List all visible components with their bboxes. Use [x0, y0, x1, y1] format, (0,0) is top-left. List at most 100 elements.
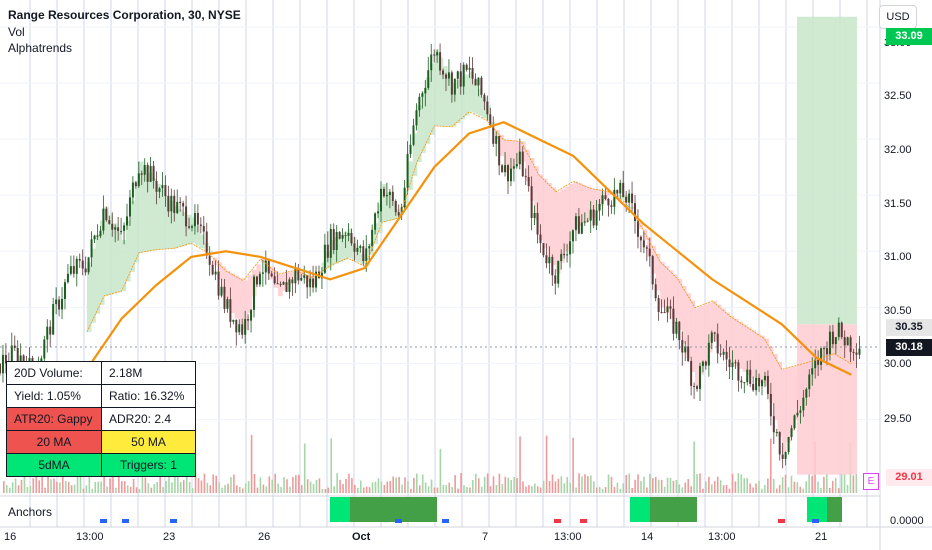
candle-body	[22, 355, 25, 364]
volume-bar	[796, 482, 799, 493]
volume-bar	[265, 486, 268, 493]
volume-bar	[330, 438, 333, 493]
volume-bar	[41, 476, 43, 493]
candle-body	[403, 187, 406, 208]
volume-bar	[480, 486, 483, 493]
volume-bar	[613, 487, 616, 493]
volume-bar	[569, 482, 571, 493]
volume-bar	[271, 479, 274, 493]
price-tick: 31.50	[884, 198, 912, 210]
candle-body	[323, 244, 326, 273]
volume-bar	[637, 474, 639, 493]
volume-bar	[746, 478, 748, 493]
candle-body	[480, 77, 483, 95]
trend-zone-slice	[199, 234, 205, 249]
volume-bar	[534, 483, 536, 493]
volume-bar	[150, 487, 153, 493]
trend-zone-slice	[668, 270, 674, 319]
candle-body	[483, 94, 486, 102]
candle-body	[374, 213, 377, 230]
candle-body	[377, 211, 380, 214]
trend-zone-slice	[508, 140, 513, 170]
volume-bar	[463, 485, 465, 493]
volume-bar	[292, 476, 294, 493]
adr-cell: ADR20: 2.4	[101, 407, 196, 431]
currency-button[interactable]: USD	[879, 5, 917, 29]
trend-zone-slice	[586, 186, 592, 221]
trend-zone-slice	[112, 223, 118, 294]
volume-bar	[180, 481, 182, 493]
candle-body	[297, 268, 300, 281]
candle-body	[533, 212, 536, 219]
ma20-status-cell: 20 MA	[6, 430, 102, 454]
indicator-vol-label[interactable]: Vol	[8, 25, 25, 39]
candle-body	[787, 437, 790, 453]
candle-body	[790, 428, 793, 438]
volume-bar	[182, 480, 185, 493]
volume-bar	[767, 478, 769, 493]
volume-bar	[262, 484, 265, 493]
anchor-block-edge	[807, 497, 827, 522]
volume-bar	[448, 482, 451, 493]
candle-body	[10, 345, 13, 364]
candle-body	[639, 236, 642, 241]
indicator-alphatrends-label[interactable]: Alphatrends	[8, 41, 73, 55]
last-price-label: 30.18	[886, 339, 932, 356]
trend-zone-slice	[564, 186, 570, 252]
volume-bar	[20, 480, 23, 493]
earnings-marker[interactable]: E	[863, 473, 879, 490]
anchors-pane-label[interactable]: Anchors	[8, 505, 53, 519]
candle-body	[253, 276, 256, 310]
candle-body	[539, 234, 542, 244]
volume-bar	[699, 473, 701, 493]
trend-zone-slice	[125, 220, 131, 282]
candle-body	[710, 332, 713, 343]
volume-bar	[118, 475, 120, 493]
volume-bar	[604, 487, 607, 493]
candle-body	[276, 283, 279, 285]
candle-body	[382, 188, 385, 197]
candle-body	[306, 275, 309, 288]
volume-bar	[823, 476, 825, 493]
candle-body	[678, 321, 681, 341]
volume-bar	[740, 474, 743, 493]
volume-bar	[442, 485, 445, 493]
candle-body	[619, 182, 622, 194]
volume-bar	[566, 476, 569, 493]
candle-body	[433, 54, 436, 56]
candle-body	[229, 299, 232, 322]
trend-zone-slice	[690, 300, 696, 372]
volume-bar	[820, 487, 822, 493]
volume-bar	[531, 486, 533, 493]
trend-zone-slice	[195, 226, 201, 246]
volume-bar	[646, 487, 648, 493]
trend-zone-slice	[104, 206, 109, 296]
candle-body	[155, 180, 158, 192]
trend-zone-slice	[121, 240, 127, 292]
volume-bar	[112, 475, 114, 493]
volume-bar	[519, 436, 521, 493]
candle-body	[182, 203, 185, 207]
symbol-title[interactable]: Range Resources Corporation, 30, NYSE	[8, 8, 241, 22]
trend-zone-slice	[729, 316, 735, 364]
candle-body	[105, 208, 108, 221]
volume-bar	[643, 476, 645, 493]
volume-bar	[129, 486, 132, 493]
volume-bar	[3, 481, 5, 493]
volume-bar	[203, 473, 206, 493]
candle-body	[693, 385, 696, 387]
candle-body	[391, 191, 394, 201]
volume-bar	[855, 474, 858, 493]
trend-zone-slice	[173, 206, 179, 249]
candle-body	[781, 454, 784, 459]
volume-bar	[106, 486, 108, 493]
candle-body	[814, 359, 817, 369]
volume-bar	[731, 473, 734, 493]
trend-zone-slice	[390, 200, 396, 220]
volume-bar	[318, 478, 321, 493]
time-tick: 23	[163, 531, 176, 543]
trend-zone-slice	[547, 183, 552, 257]
trend-zone-slice	[256, 264, 261, 280]
volume-bar	[345, 478, 347, 493]
